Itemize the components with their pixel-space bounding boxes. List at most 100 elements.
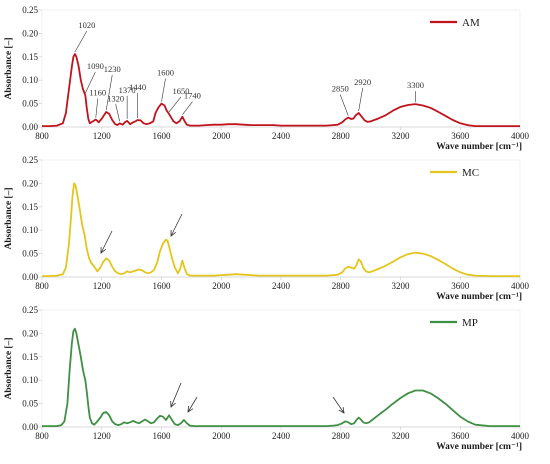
- data-point: [392, 110, 393, 111]
- data-point: [385, 265, 386, 266]
- data-point: [78, 66, 79, 67]
- arrow-head: [170, 229, 176, 237]
- data-point: [189, 425, 190, 426]
- data-point: [124, 422, 125, 423]
- data-point: [73, 331, 74, 332]
- data-point: [121, 424, 122, 425]
- data-point: [149, 123, 150, 124]
- data-point: [186, 124, 187, 125]
- data-point: [177, 273, 178, 274]
- x-tick-label: 1200: [93, 131, 112, 141]
- series-line-mc: [42, 182, 520, 277]
- data-point: [430, 107, 431, 108]
- data-point: [74, 53, 75, 54]
- data-point: [136, 270, 137, 271]
- y-axis-title: Absorbance [–]: [4, 337, 14, 399]
- data-point: [372, 419, 373, 420]
- peak-annotation: 1740: [184, 91, 201, 101]
- x-tick-label: 2800: [332, 131, 351, 141]
- peak-annotation: 3300: [407, 80, 424, 90]
- data-point: [100, 417, 101, 418]
- x-axis-title: Wave number [cm⁻¹]: [436, 442, 522, 452]
- x-tick-label: 3600: [451, 431, 470, 441]
- data-point: [337, 425, 338, 426]
- data-point: [171, 419, 172, 420]
- data-point: [166, 110, 167, 111]
- data-point: [118, 425, 119, 426]
- data-point: [452, 119, 453, 120]
- annotation-leader: [168, 96, 182, 113]
- peak-annotation: 1600: [157, 68, 174, 78]
- data-point: [407, 104, 408, 105]
- data-point: [251, 125, 252, 126]
- data-point: [415, 252, 416, 253]
- data-point: [407, 393, 408, 394]
- data-point: [150, 423, 151, 424]
- data-point: [165, 419, 166, 420]
- data-point: [363, 267, 364, 268]
- data-point: [206, 275, 207, 276]
- data-point: [130, 422, 131, 423]
- data-point: [318, 125, 319, 126]
- data-point: [94, 424, 95, 425]
- data-point: [142, 270, 143, 271]
- arrow-line: [100, 230, 113, 254]
- data-point: [360, 261, 361, 262]
- data-point: [303, 275, 304, 276]
- data-point: [194, 275, 195, 276]
- data-point: [153, 422, 154, 423]
- data-point: [273, 426, 274, 427]
- data-point: [65, 267, 66, 268]
- data-point: [213, 275, 214, 276]
- data-point: [109, 415, 110, 416]
- y-axis-title: Absorbance [–]: [4, 37, 14, 99]
- data-point: [182, 260, 183, 261]
- annotation-leader: [115, 104, 120, 122]
- data-point: [505, 426, 506, 427]
- data-point: [41, 426, 42, 427]
- peak-annotation: 1650: [172, 86, 189, 96]
- y-tick-label: 0.25: [22, 5, 38, 15]
- data-point: [370, 121, 371, 122]
- data-point: [303, 426, 304, 427]
- data-point: [337, 274, 338, 275]
- data-point: [415, 104, 416, 105]
- panel-mp: 0.00 0.05 0.10 0.15 0.20 0.25 800 1200 1600 2000 2…: [4, 305, 530, 452]
- data-point: [83, 370, 84, 371]
- data-point: [288, 426, 289, 427]
- data-point: [430, 393, 431, 394]
- data-point: [445, 403, 446, 404]
- data-point: [353, 118, 354, 119]
- x-tick-label: 3200: [392, 431, 411, 441]
- peak-annotation: 2920: [354, 77, 371, 87]
- series-line-am: [42, 53, 520, 127]
- data-point: [310, 275, 311, 276]
- data-point: [258, 125, 259, 126]
- data-point: [98, 122, 99, 123]
- data-point: [88, 118, 89, 119]
- data-point: [77, 197, 78, 198]
- data-point: [165, 239, 166, 240]
- x-tick-label: 2400: [272, 281, 291, 291]
- data-point: [355, 115, 356, 116]
- peak-annotation: 1160: [89, 88, 106, 98]
- data-point: [392, 403, 393, 404]
- y-tick-label: 0.10: [22, 225, 38, 235]
- data-point: [475, 275, 476, 276]
- x-tick-label: 2400: [272, 131, 291, 141]
- data-point: [106, 411, 107, 412]
- data-point: [41, 126, 42, 127]
- data-point: [136, 422, 137, 423]
- data-point: [475, 126, 476, 127]
- peak-annotation: 1090: [87, 61, 104, 71]
- x-tick-label: 4000: [511, 281, 530, 291]
- data-point: [445, 263, 446, 264]
- data-point: [139, 423, 140, 424]
- data-point: [89, 258, 90, 259]
- panel-am: 0.00 0.05 0.10 0.15 0.20 0.25 800 1200 1600 2000 2…: [4, 5, 530, 152]
- data-point: [422, 105, 423, 106]
- data-point: [100, 267, 101, 268]
- data-point: [103, 261, 104, 262]
- data-point: [400, 106, 401, 107]
- data-point: [356, 419, 357, 420]
